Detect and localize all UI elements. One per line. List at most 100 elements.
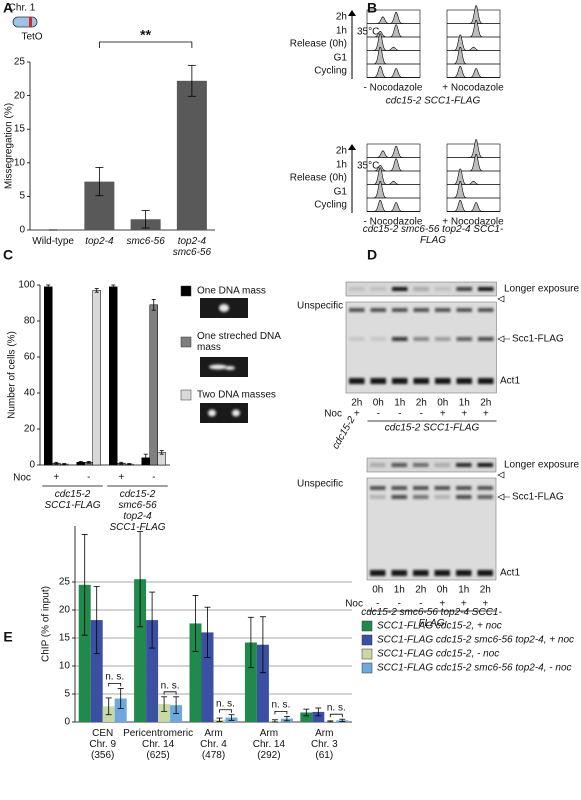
band (413, 337, 429, 341)
error-bar (187, 64, 196, 97)
y-tick-label: 20 (58, 604, 70, 616)
chromosome-icon (12, 16, 38, 28)
significance: ** (140, 26, 152, 43)
band (413, 463, 429, 467)
y-tick-label: 15 (13, 123, 25, 135)
band (413, 495, 429, 499)
y-tick-label: 0 (29, 459, 35, 471)
panel-letter: C (2, 246, 14, 263)
x-tick-label: Wild-type (32, 236, 74, 247)
group-label: cdc15-2 smc6-56 top2-4 SCC1-FLAG (109, 489, 166, 533)
time-label: Release (0h) (289, 38, 347, 50)
bar (189, 623, 202, 722)
bar (158, 704, 171, 722)
x-tick-label: top2-4 (85, 236, 114, 247)
error-bar (283, 716, 290, 722)
x-tick-label: Pericentromeric Chr. 14 (625) (123, 728, 194, 761)
dna-profile (447, 139, 500, 158)
dna-profile (447, 168, 500, 185)
bar (256, 644, 269, 722)
arrow-head (348, 144, 356, 150)
time-label: Release (0h) (289, 172, 347, 184)
y-tick-label: 25 (13, 56, 25, 68)
band (349, 337, 365, 341)
band (392, 308, 408, 312)
y-axis-label: ChIP (% of input) (40, 586, 52, 662)
legend-label: One DNA mass (197, 285, 266, 297)
bar (90, 620, 103, 722)
legend-swatch (361, 634, 373, 646)
band-label: Unspecific (297, 300, 344, 312)
error-bar (143, 453, 148, 462)
legend-swatch (180, 285, 192, 297)
schematic-label: Chr. 1 (8, 2, 36, 14)
band (349, 287, 365, 291)
legend-swatch (361, 662, 373, 674)
error-bar (93, 586, 100, 655)
error-bar (111, 284, 116, 290)
band (413, 570, 429, 576)
y-tick-label: 15 (58, 632, 70, 644)
lane-noc: + (461, 408, 468, 420)
y-tick-label: 10 (13, 157, 25, 169)
lane-noc: + (482, 408, 489, 420)
band-label: Longer exposure (504, 459, 580, 471)
error-bar (228, 714, 235, 721)
band (370, 463, 386, 467)
band (477, 463, 493, 467)
band (391, 486, 407, 490)
strain-label: cdc15-2 smc6-56 top2-4 SCC1-FLAG (362, 224, 504, 246)
time-label: Cycling (314, 199, 347, 211)
ns-bracket (108, 683, 122, 687)
band (478, 308, 494, 312)
band (456, 287, 472, 291)
legend-label: SCC1-FLAG cdc15-2, - noc (377, 648, 500, 660)
y-tick-label: 20 (23, 423, 35, 435)
band (456, 378, 472, 384)
band (456, 486, 472, 490)
lane-noc: - (398, 408, 402, 420)
lane-noc: + (439, 598, 446, 610)
lane-noc: - (419, 598, 423, 610)
time-label: Cycling (314, 65, 347, 77)
y-tick-label: 25 (58, 576, 70, 588)
band (370, 337, 386, 341)
band (434, 463, 450, 467)
band (456, 308, 472, 312)
dna-profile (367, 200, 420, 212)
error-bar (86, 460, 91, 464)
strain-label: cdc15-2 smc6-56 top2-4 SCC1-FLAG (361, 607, 502, 629)
lane-time: 0h (437, 397, 449, 409)
y-tick-label: 60 (23, 351, 35, 363)
dna-mass (208, 409, 216, 417)
band (477, 570, 493, 576)
lane-noc: - (419, 408, 423, 420)
ns-label: n. s. (271, 699, 291, 711)
lane-time: 0h (372, 397, 384, 409)
blot (366, 477, 497, 581)
ns-bracket (219, 709, 232, 713)
x-axis-label: Noc (13, 472, 31, 484)
legend-label: SCC1-FLAG cdc15-2 smc6-56 top2-4, + noc (377, 634, 575, 646)
lane-time: 2h (479, 584, 491, 596)
band (392, 337, 408, 341)
band (370, 486, 386, 490)
legend-swatch (180, 336, 192, 348)
pointer (497, 335, 510, 343)
error-bar (137, 531, 144, 628)
band (413, 378, 429, 384)
pointer (497, 295, 505, 303)
bar (201, 632, 214, 722)
band (413, 287, 429, 291)
error-bar (315, 707, 322, 717)
strain-label: cdc15-2 SCC1-FLAG (384, 422, 480, 434)
band (435, 337, 451, 341)
lane-time: 2h (415, 397, 427, 409)
group-label: cdc15-2 SCC1-FLAG (44, 489, 101, 511)
y-tick-label: 10 (58, 660, 70, 672)
dna-profile (447, 66, 500, 78)
condition-label: + Nocodazole (442, 82, 504, 94)
lane-time: 1h (394, 397, 406, 409)
band (477, 486, 493, 490)
